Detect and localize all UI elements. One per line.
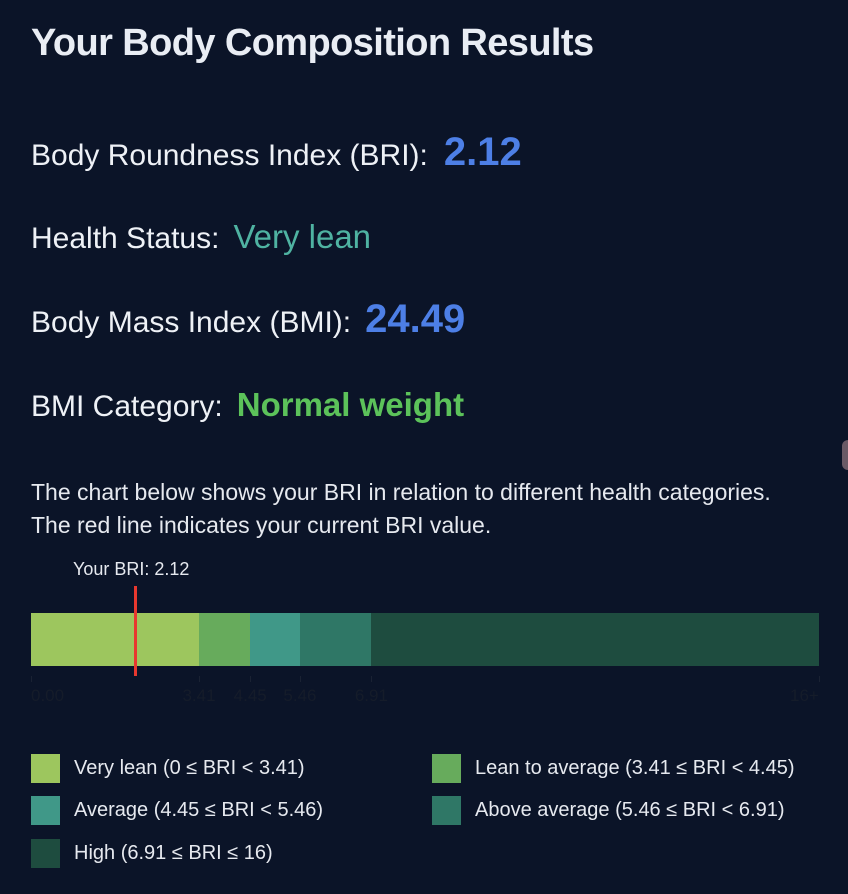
legend-item-above-average: Above average (5.46 ≤ BRI < 6.91) <box>432 796 785 825</box>
legend-item-very-lean: Very lean (0 ≤ BRI < 3.41) <box>31 754 305 783</box>
axis-tick-label: 5.46 <box>283 686 317 705</box>
health-status-label: Health Status: <box>31 222 220 255</box>
axis-tick-label: 4.45 <box>233 686 267 705</box>
axis-tick <box>198 676 200 682</box>
axis-tick-label: 3.41 <box>182 686 216 705</box>
axis-tick <box>250 676 252 682</box>
bri-segment <box>371 613 819 666</box>
legend-item-lean-to-average: Lean to average (3.41 ≤ BRI < 4.45) <box>432 754 795 783</box>
bri-row: Body Roundness Index (BRI): 2.12 <box>31 130 522 175</box>
legend-swatch <box>31 839 60 868</box>
edge-overlay-shape <box>842 440 848 470</box>
bmi-category-value: Normal weight <box>236 386 465 423</box>
bmi-label: Body Mass Index (BMI): <box>31 306 352 339</box>
axis-tick-label: 6.91 <box>354 686 388 705</box>
bmi-value: 24.49 <box>365 297 466 341</box>
axis-tick <box>31 676 32 682</box>
axis-tick-label: 0.00 <box>31 686 65 705</box>
bri-axis-ticks: 0.00 3.41 4.45 5.46 6.91 16+ <box>31 676 820 716</box>
axis-tick-label: 16+ <box>790 686 819 705</box>
health-status-value: Very lean <box>233 218 372 255</box>
your-bri-label: Your BRI: 2.12 <box>73 559 190 579</box>
current-bri-marker <box>134 586 138 676</box>
chart-description: The chart below shows your BRI in relati… <box>31 479 771 538</box>
bri-range-bar <box>31 613 819 666</box>
legend-swatch <box>31 754 60 783</box>
bri-label: Body Roundness Index (BRI): <box>31 139 428 172</box>
legend-swatch <box>432 796 461 825</box>
legend-item-high: High (6.91 ≤ BRI ≤ 16) <box>31 839 273 868</box>
health-status-row: Health Status: Very lean <box>31 218 371 256</box>
page-title: Your Body Composition Results <box>31 22 594 64</box>
bmi-category-label: BMI Category: <box>31 390 223 423</box>
legend-label: High (6.91 ≤ BRI ≤ 16) <box>74 842 273 864</box>
bri-segment <box>250 613 300 666</box>
axis-tick <box>299 676 301 682</box>
axis-tick <box>819 676 820 682</box>
legend-label: Above average (5.46 ≤ BRI < 6.91) <box>475 799 785 821</box>
bmi-row: Body Mass Index (BMI): 24.49 <box>31 297 465 342</box>
legend-swatch <box>31 796 60 825</box>
legend-label: Average (4.45 ≤ BRI < 5.46) <box>74 799 324 821</box>
legend-label: Lean to average (3.41 ≤ BRI < 4.45) <box>475 757 795 779</box>
legend-label: Very lean (0 ≤ BRI < 3.41) <box>74 757 305 779</box>
bri-segment <box>198 613 251 666</box>
bri-segment <box>299 613 372 666</box>
legend-item-average: Average (4.45 ≤ BRI < 5.46) <box>31 796 323 825</box>
bri-segment <box>31 613 199 666</box>
axis-tick <box>371 676 373 682</box>
bri-value: 2.12 <box>443 130 522 174</box>
bmi-category-row: BMI Category: Normal weight <box>31 386 464 424</box>
legend-swatch <box>432 754 461 783</box>
